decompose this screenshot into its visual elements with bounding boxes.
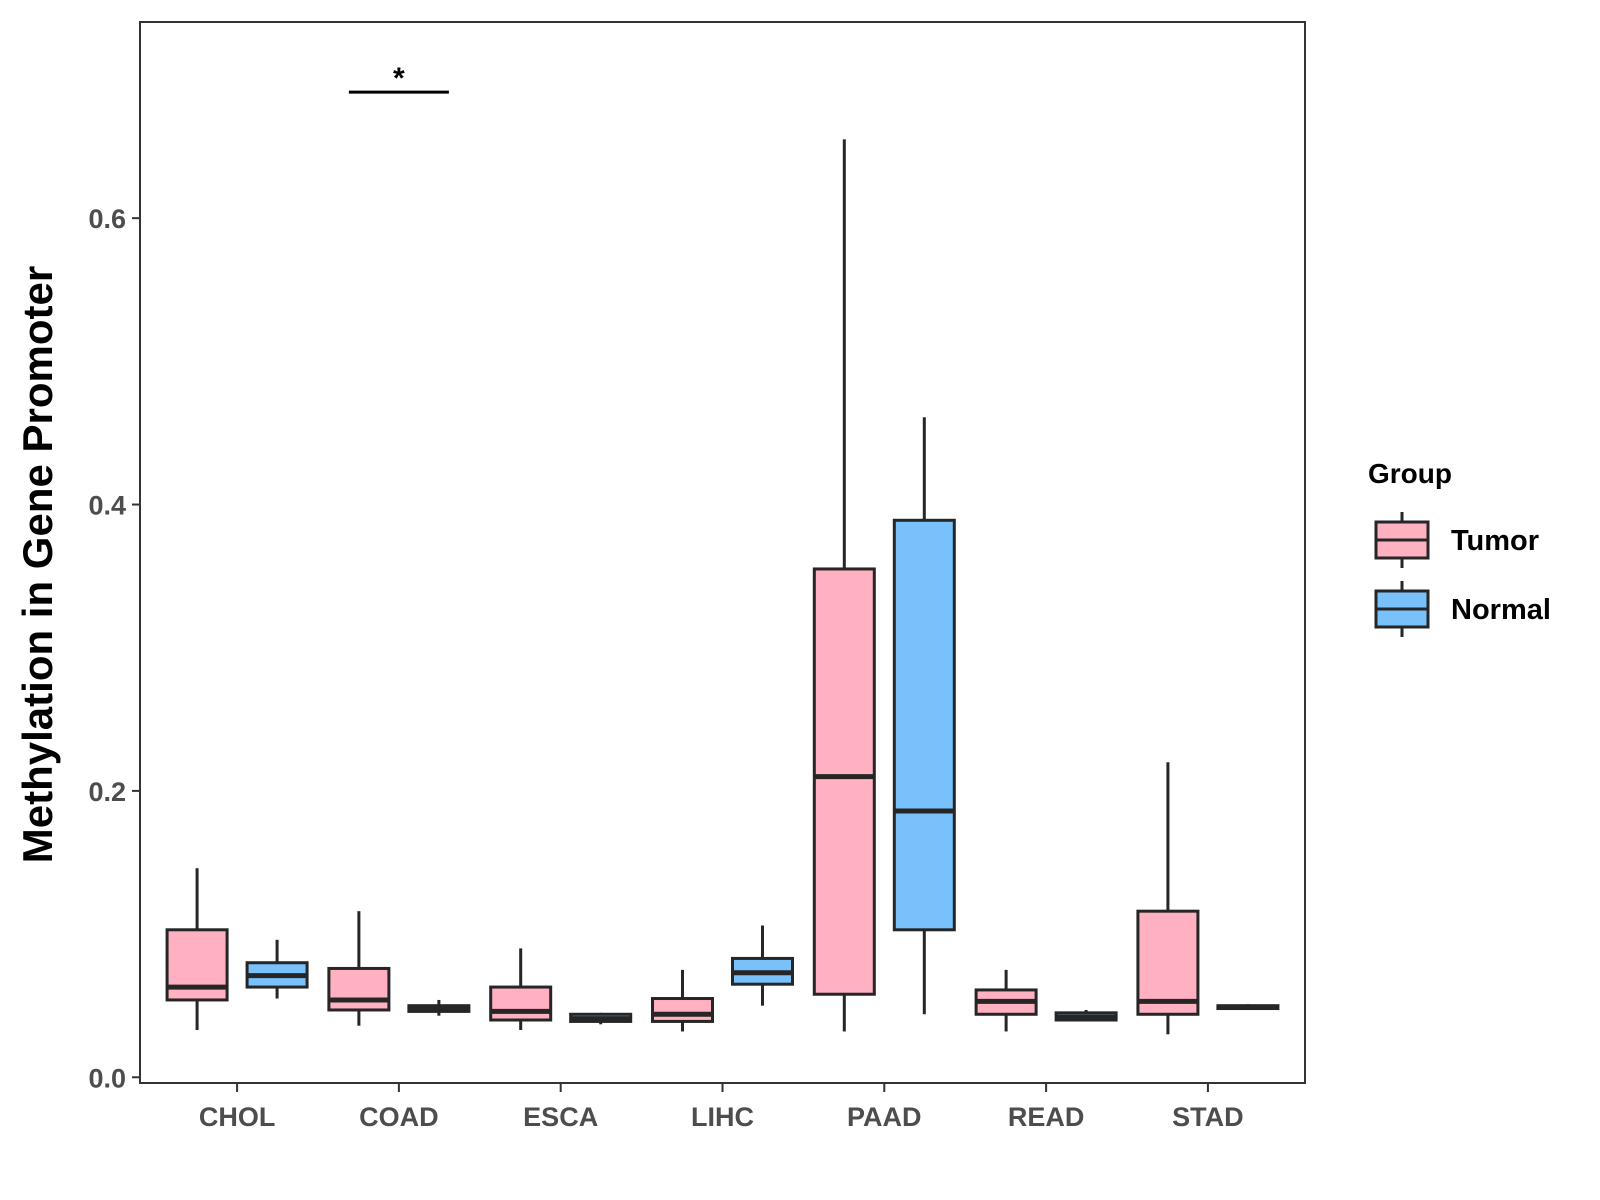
y-tick-label: 0.0 [88, 1063, 126, 1093]
x-tick-label: COAD [359, 1102, 439, 1132]
box-normal-chol [245, 939, 309, 999]
legend-title: Group [1368, 458, 1452, 489]
x-tick-label: PAAD [847, 1102, 922, 1132]
y-tick-label: 0.4 [88, 491, 126, 521]
y-tick-label: 0.2 [88, 777, 126, 807]
legend: Group Tumor Normal [1368, 458, 1551, 637]
box-normal-read [1054, 1009, 1118, 1022]
box-iqr [892, 518, 956, 932]
box-tumor-paad [812, 139, 876, 1032]
box-normal-coad [407, 999, 471, 1016]
box-tumor-stad [1136, 762, 1200, 1035]
x-tick-label: ESCA [523, 1102, 598, 1132]
box-normal-stad [1216, 1004, 1280, 1011]
x-axis: CHOL COAD ESCA LIHC PAAD READ STAD [199, 1083, 1244, 1132]
box-tumor-lihc [651, 969, 714, 1032]
y-axis-title: Methylation in Gene Promoter [14, 266, 61, 863]
box-iqr [651, 997, 714, 1023]
significance-star: * [393, 62, 405, 95]
box-normal-paad [892, 417, 956, 1015]
box-iqr [489, 985, 553, 1022]
y-axis: 0.0 0.2 0.4 0.6 [88, 204, 140, 1093]
x-tick-label: CHOL [199, 1102, 276, 1132]
legend-items: Tumor Normal [1374, 512, 1551, 637]
boxes-layer [165, 139, 1280, 1035]
box-tumor-read [974, 969, 1038, 1032]
box-tumor-chol [165, 868, 229, 1031]
annotation-layer: * [348, 62, 449, 95]
legend-item-normal: Normal [1374, 581, 1551, 637]
legend-item-tumor: Tumor [1374, 512, 1539, 568]
x-tick-label: LIHC [691, 1102, 754, 1132]
x-tick-label: STAD [1172, 1102, 1244, 1132]
box-normal-esca [569, 1012, 633, 1025]
box-iqr [1136, 909, 1200, 1016]
box-tumor-esca [489, 948, 553, 1031]
box-tumor-coad [327, 911, 391, 1026]
box-normal-lihc [731, 925, 794, 1006]
y-tick-label: 0.6 [88, 204, 126, 234]
x-tick-label: READ [1008, 1102, 1085, 1132]
legend-label: Normal [1451, 594, 1551, 626]
box-iqr [327, 966, 391, 1012]
box-iqr [812, 567, 876, 996]
legend-label: Tumor [1451, 525, 1539, 557]
